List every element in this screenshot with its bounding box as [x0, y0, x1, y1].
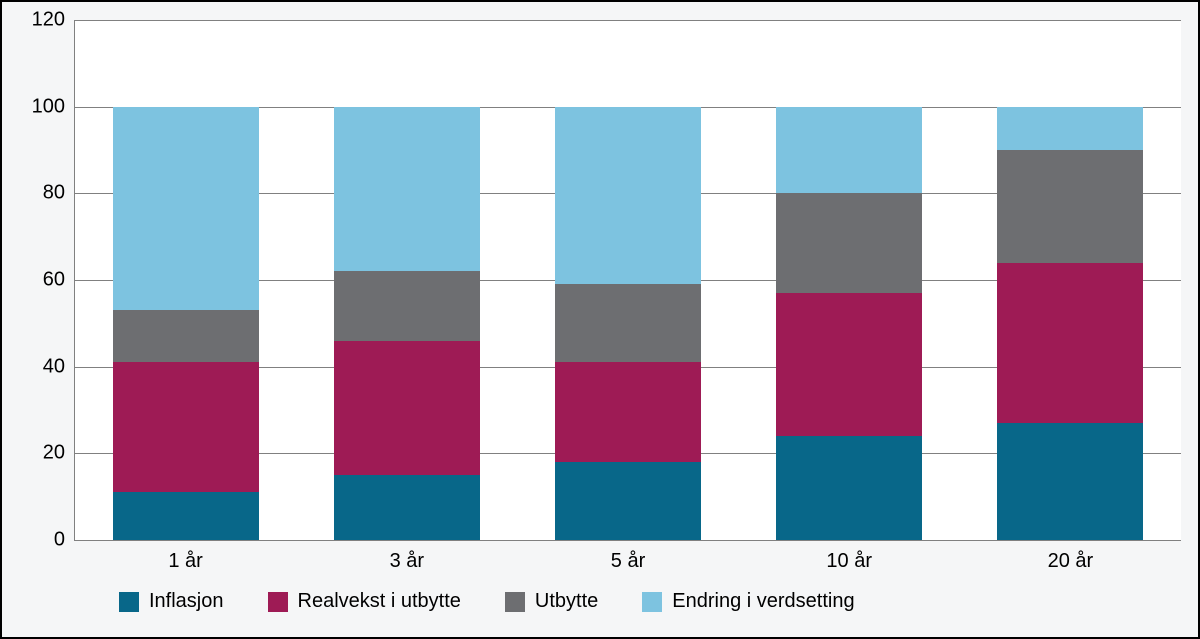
x-tick-label: 10 år — [826, 550, 872, 573]
bar-segment-utbytte — [997, 150, 1143, 263]
bar-segment-inflasjon — [113, 492, 259, 540]
y-tick-label: 60 — [43, 269, 65, 292]
bar-segment-endring — [776, 107, 922, 194]
legend-swatch — [642, 592, 662, 612]
bar-segment-inflasjon — [334, 475, 480, 540]
bar-segment-endring — [334, 107, 480, 272]
legend-label: Utbytte — [535, 590, 598, 613]
gridline — [75, 20, 1181, 21]
legend-label: Realvekst i utbytte — [298, 590, 461, 613]
legend-swatch — [268, 592, 288, 612]
bar-group — [997, 107, 1143, 540]
bar-segment-realvekst — [776, 293, 922, 436]
legend: Inflasjon Realvekst i utbytte Utbytte Endri… — [119, 590, 855, 613]
bar-segment-inflasjon — [555, 462, 701, 540]
legend-swatch — [119, 592, 139, 612]
bar-segment-realvekst — [555, 362, 701, 462]
bar-segment-utbytte — [113, 310, 259, 362]
y-tick-label: 20 — [43, 442, 65, 465]
chart-frame: 0204060801001201 år3 år5 år10 år20 år In… — [0, 0, 1200, 639]
bar-segment-utbytte — [776, 193, 922, 293]
bar-segment-inflasjon — [997, 423, 1143, 540]
legend-label: Inflasjon — [149, 590, 224, 613]
y-tick-label: 120 — [32, 9, 65, 32]
x-tick-label: 1 år — [168, 550, 202, 573]
legend-item-realvekst: Realvekst i utbytte — [268, 590, 461, 613]
bar-segment-endring — [555, 107, 701, 285]
legend-item-utbytte: Utbytte — [505, 590, 598, 613]
y-tick-label: 0 — [54, 529, 65, 552]
bar-segment-realvekst — [113, 362, 259, 492]
bar-group — [776, 107, 922, 540]
y-tick-label: 80 — [43, 182, 65, 205]
bar-segment-utbytte — [334, 271, 480, 340]
legend-swatch — [505, 592, 525, 612]
x-tick-label: 5 år — [611, 550, 645, 573]
bar-segment-endring — [113, 107, 259, 311]
x-tick-label: 3 år — [390, 550, 424, 573]
bar-segment-inflasjon — [776, 436, 922, 540]
bar-segment-endring — [997, 107, 1143, 150]
bar-segment-realvekst — [997, 263, 1143, 423]
bar-group — [113, 107, 259, 540]
bar-segment-utbytte — [555, 284, 701, 362]
x-tick-label: 20 år — [1048, 550, 1094, 573]
legend-item-endring: Endring i verdsetting — [642, 590, 854, 613]
plot-area: 0204060801001201 år3 år5 år10 år20 år — [74, 20, 1181, 541]
bar-segment-realvekst — [334, 341, 480, 475]
bar-group — [334, 107, 480, 540]
legend-label: Endring i verdsetting — [672, 590, 854, 613]
bar-group — [555, 107, 701, 540]
y-tick-label: 40 — [43, 355, 65, 378]
y-tick-label: 100 — [32, 95, 65, 118]
legend-item-inflasjon: Inflasjon — [119, 590, 224, 613]
